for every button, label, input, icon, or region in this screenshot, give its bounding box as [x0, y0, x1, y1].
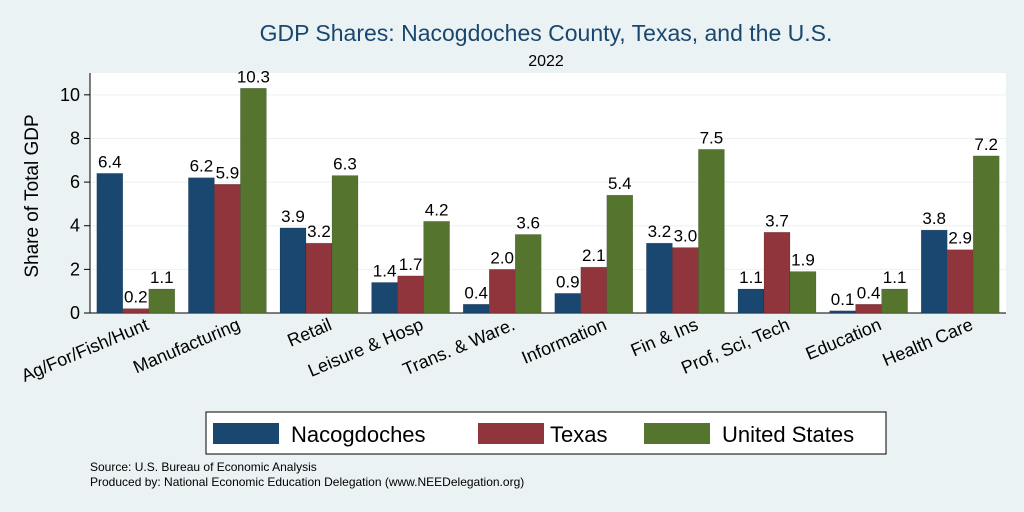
y-tick-label: 0	[70, 303, 80, 323]
x-tick-label: Ag/For/Fish/Hunt	[18, 314, 151, 386]
bar-texas	[214, 184, 241, 314]
data-label: 1.4	[373, 261, 397, 280]
data-label: 3.2	[648, 222, 672, 241]
data-label: 1.1	[883, 268, 907, 287]
y-axis-label: Share of Total GDP	[22, 114, 43, 277]
legend	[205, 411, 887, 455]
data-label: 3.6	[516, 213, 540, 232]
data-label: 0.1	[831, 290, 855, 309]
legend-swatch	[478, 423, 544, 444]
bar-nacogdoches	[462, 304, 490, 314]
bar-united-states	[881, 288, 908, 314]
bar-nacogdoches	[279, 227, 307, 314]
bar-texas	[763, 232, 791, 314]
bar-texas	[672, 247, 699, 314]
y-tick-label: 10	[60, 85, 80, 105]
data-label: 3.7	[765, 211, 789, 230]
bar-texas	[488, 269, 516, 314]
data-label: 2.9	[948, 229, 972, 248]
bar-united-states	[698, 149, 725, 314]
bar-united-states	[331, 175, 359, 314]
y-tick-label: 8	[70, 128, 80, 148]
legend-swatch	[213, 423, 279, 444]
data-label: 5.4	[608, 174, 632, 193]
y-tick-label: 4	[70, 216, 80, 236]
x-tick-label: Education	[803, 314, 885, 364]
data-label: 0.2	[124, 288, 148, 307]
data-label: 5.9	[216, 163, 240, 182]
data-label: 2.1	[582, 246, 606, 265]
data-label: 1.1	[739, 268, 763, 287]
data-label: 3.0	[674, 227, 698, 246]
x-tick-label: Retail	[284, 314, 334, 350]
bar-nacogdoches	[737, 288, 765, 314]
data-label: 6.2	[190, 157, 214, 176]
data-label: 3.8	[922, 209, 946, 228]
bar-united-states	[789, 271, 817, 314]
data-label: 7.5	[700, 128, 724, 147]
data-label: 0.4	[857, 283, 881, 302]
data-label: 0.9	[556, 272, 580, 291]
bar-texas	[305, 242, 333, 314]
y-tick-label: 6	[70, 172, 80, 192]
bar-nacogdoches	[96, 173, 124, 314]
produced-by-note: Produced by: National Economic Education…	[90, 475, 525, 489]
bar-nacogdoches	[188, 177, 215, 314]
bar-united-states	[514, 234, 542, 314]
bar-nacogdoches	[646, 242, 673, 314]
data-label: 1.1	[150, 268, 174, 287]
x-tick-label: Health Care	[880, 314, 976, 370]
source-note: Source: U.S. Bureau of Economic Analysis	[90, 460, 317, 474]
data-label: 6.3	[333, 155, 357, 174]
chart-title: GDP Shares: Nacogdoches County, Texas, a…	[260, 20, 833, 46]
bar-united-states	[606, 194, 634, 314]
data-label: 1.7	[399, 255, 423, 274]
data-label: 4.2	[425, 200, 449, 219]
bar-texas	[946, 249, 974, 314]
legend-item-label: Nacogdoches	[291, 422, 426, 447]
bar-nacogdoches	[554, 293, 582, 314]
data-label: 1.9	[791, 251, 815, 270]
source-notes: Source: U.S. Bureau of Economic Analysis…	[90, 460, 524, 490]
legend-swatch	[644, 423, 710, 444]
bar-united-states	[972, 155, 1000, 314]
bar-united-states	[148, 288, 176, 314]
data-label: 6.4	[98, 152, 122, 171]
data-label: 3.2	[307, 222, 331, 241]
bar-united-states	[240, 88, 267, 314]
bar-nacogdoches	[920, 229, 948, 314]
data-label: 2.0	[490, 248, 514, 267]
data-label: 3.9	[281, 207, 305, 226]
bar-united-states	[423, 221, 450, 314]
legend-item-label: Texas	[550, 422, 607, 447]
data-label: 10.3	[237, 67, 270, 86]
x-tick-label: Information	[519, 314, 610, 368]
bar-texas	[397, 275, 424, 314]
bar-texas	[122, 308, 150, 314]
bar-texas	[580, 266, 608, 314]
bar-texas	[855, 304, 882, 314]
bar-nacogdoches	[829, 310, 856, 314]
bar-nacogdoches	[371, 282, 398, 314]
data-label: 7.2	[974, 135, 998, 154]
data-label: 0.4	[464, 283, 488, 302]
chart-subtitle: 2022	[528, 53, 564, 70]
y-tick-label: 2	[70, 259, 80, 279]
legend-item-label: United States	[722, 422, 854, 447]
